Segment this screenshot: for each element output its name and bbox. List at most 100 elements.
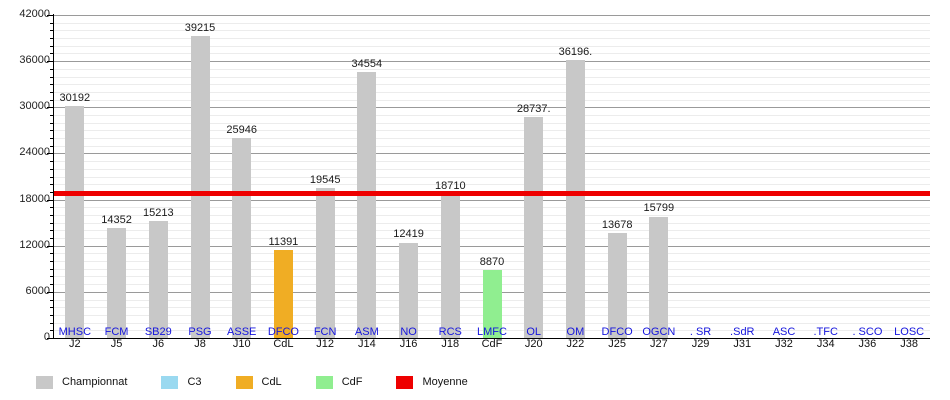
bar-J20[interactable] — [524, 117, 544, 338]
x-axis-tick-J10: ASSE J10 — [211, 326, 273, 351]
bar-value-label: 30192 — [59, 91, 91, 104]
opponent-label: .SdR — [730, 326, 755, 338]
bar-CdF[interactable] — [482, 269, 502, 338]
y-axis-minor-tick — [50, 284, 54, 286]
bar-value-label: 11391 — [268, 236, 299, 249]
matchday-label: J31 — [733, 338, 752, 350]
y-axis-minor-tick — [50, 214, 54, 216]
bar-J8[interactable] — [190, 36, 210, 338]
x-axis-tick-J27: OGCN J27 — [628, 326, 690, 351]
y-axis-tick-label: 42000 — [19, 8, 50, 20]
gridline-minor — [54, 76, 930, 78]
opponent-label: OGCN — [642, 326, 676, 338]
legend-item-cdl[interactable]: CdL — [235, 375, 282, 389]
opponent-label: LMFC — [477, 326, 507, 338]
y-axis-tick-label: 6000 — [25, 284, 50, 297]
matchday-label: J16 — [399, 338, 418, 350]
gridline-minor — [54, 30, 930, 32]
bar-J10[interactable] — [232, 138, 252, 338]
bar-value-label: 14352 — [101, 213, 132, 226]
matchday-label: J25 — [608, 338, 627, 350]
y-axis-minor-tick — [50, 168, 54, 170]
bar-value-label: 8870 — [479, 255, 505, 268]
x-axis-tick-J31: .SdR J31 — [711, 326, 773, 351]
gridline-minor — [54, 176, 930, 178]
legend-swatch-icon — [235, 375, 253, 389]
opponent-label: NO — [400, 326, 417, 338]
y-axis-minor-tick — [50, 322, 54, 324]
y-axis-minor-tick — [50, 122, 54, 124]
y-axis-minor-tick — [50, 114, 54, 116]
gridline-minor — [54, 222, 930, 224]
gridline-minor — [54, 268, 930, 270]
y-axis-major-tick — [47, 107, 54, 109]
y-axis-major-tick — [47, 199, 54, 201]
bar-J5[interactable] — [107, 227, 127, 338]
opponent-label: DFCO — [601, 326, 633, 338]
bar-J22[interactable] — [565, 59, 585, 338]
y-axis-minor-tick — [50, 238, 54, 240]
y-axis-major-tick — [47, 291, 54, 293]
matchday-label: J18 — [441, 338, 460, 350]
gridline-minor — [54, 68, 930, 70]
x-axis-tick-J36: . SCO J36 — [836, 326, 898, 351]
legend-item-championnat[interactable]: Championnat — [36, 375, 127, 389]
x-axis-tick-J25: DFCO J25 — [586, 326, 648, 351]
y-axis-minor-tick — [50, 276, 54, 278]
bar-value-label: 28737. — [516, 102, 551, 115]
bar-J18[interactable] — [440, 194, 460, 338]
bar-J6[interactable] — [148, 221, 168, 338]
bar-J2[interactable] — [65, 105, 85, 338]
gridline-minor — [54, 261, 930, 263]
y-axis-minor-tick — [50, 268, 54, 270]
gridline-minor — [54, 53, 930, 55]
legend-item-moyenne[interactable]: Moyenne — [396, 375, 468, 389]
y-axis-minor-tick — [50, 314, 54, 316]
gridline-minor — [54, 184, 930, 186]
bar-J14[interactable] — [357, 72, 377, 338]
opponent-label: FCN — [313, 326, 337, 338]
y-axis-minor-tick — [50, 230, 54, 232]
y-axis-minor-tick — [50, 299, 54, 301]
x-axis-tick-J32: ASC J32 — [753, 326, 815, 351]
matchday-label: CdF — [481, 338, 503, 350]
gridline-minor — [54, 253, 930, 255]
x-axis-tick-CdL: DFCO CdL — [252, 326, 314, 351]
bar-J12[interactable] — [315, 187, 335, 338]
gridline-minor — [54, 138, 930, 140]
opponent-label: DFCO — [267, 326, 299, 338]
bar-J16[interactable] — [399, 242, 419, 338]
legend-item-c3[interactable]: C3 — [161, 375, 202, 389]
opponent-label: ASM — [354, 326, 379, 338]
y-axis-tick-label: 36000 — [19, 54, 50, 67]
gridline-major — [54, 199, 930, 201]
y-axis-minor-tick — [50, 38, 54, 40]
matchday-label: J20 — [524, 338, 543, 350]
gridline-minor — [54, 122, 930, 124]
x-axis-tick-J14: ASM J14 — [336, 326, 398, 351]
opponent-label: RCS — [438, 326, 462, 338]
bar-J27[interactable] — [649, 216, 669, 338]
y-axis-minor-tick — [50, 161, 54, 163]
bar-CdL[interactable] — [273, 250, 293, 338]
y-axis-minor-tick — [50, 45, 54, 47]
bar-J25[interactable] — [607, 232, 627, 338]
matchday-label: CdL — [273, 338, 294, 350]
y-axis-minor-tick — [50, 76, 54, 78]
matchday-label: J2 — [69, 338, 81, 350]
gridline-minor — [54, 91, 930, 93]
y-axis-minor-tick — [50, 261, 54, 263]
gridline-minor — [54, 230, 930, 232]
opponent-label: ASSE — [227, 326, 257, 338]
bar-value-label: 13678 — [601, 218, 633, 231]
y-axis-minor-tick — [50, 253, 54, 255]
legend-item-cdf[interactable]: CdF — [315, 375, 362, 389]
bar-value-label: 19545 — [309, 173, 341, 186]
y-axis-minor-tick — [50, 176, 54, 178]
bar-value-label: 25946 — [226, 124, 257, 137]
opponent-label: . SR — [689, 326, 712, 338]
matchday-label: J34 — [816, 338, 835, 350]
x-axis-tick-J34: .TFC J34 — [795, 326, 857, 351]
opponent-label: .TFC — [813, 326, 838, 338]
plot-area — [54, 15, 930, 338]
